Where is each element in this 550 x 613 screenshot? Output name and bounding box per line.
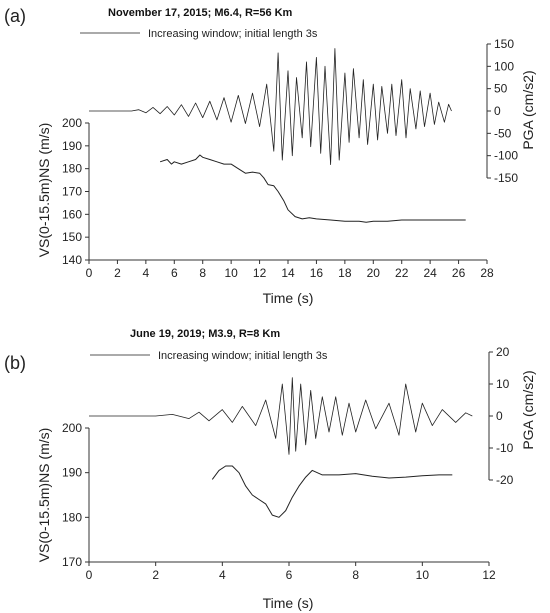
panel-b-xlabel: Time (s) (263, 595, 314, 611)
panel-b-x-tick-label: 6 (286, 568, 293, 582)
panel-b-axes: 0 2 4 6 8 10 12 170 180 190 200 -20 -10 0 10 20 (62, 345, 514, 582)
panel-a-x-tick-label: 6 (171, 266, 178, 280)
panel-a-label: (a) (4, 6, 26, 26)
panel-b-label: (b) (4, 353, 26, 373)
panel-b-right-tick-label: 20 (496, 345, 510, 359)
panel-a-ylabel-left: VS(0-15.5m)NS (m/s) (36, 123, 52, 258)
panel-b-legend-label: Increasing window; initial length 3s (158, 350, 328, 362)
panel-b-pga-series-line (89, 377, 473, 455)
panel-b-x-tick-label: 10 (416, 568, 430, 582)
panel-b-left-tick-label: 200 (62, 421, 82, 435)
panel-b-right-tick-label: -10 (496, 441, 514, 455)
panel-a-x-tick-label: 8 (199, 266, 206, 280)
panel-b-x-tick-label: 12 (482, 568, 496, 582)
panel-a-x-tick-label: 20 (367, 266, 381, 280)
panel-a-left-tick-label: 190 (62, 139, 82, 153)
panel-a-x-tick-label: 12 (253, 266, 267, 280)
panel-a-x-tick-label: 2 (114, 266, 121, 280)
panel-a-right-tick-label: -100 (494, 149, 518, 163)
panel-a-right-tick-label: -150 (494, 171, 518, 185)
panel-b-x-tick-label: 8 (352, 568, 359, 582)
panel-a-x-tick-label: 0 (86, 266, 93, 280)
panel-a-right-tick-label: 0 (494, 104, 501, 118)
panel-a-title: November 17, 2015; M6.4, R=56 Km (108, 7, 293, 19)
panel-a-left-tick-label: 140 (62, 253, 82, 267)
panel-a-right-tick-label: -50 (494, 126, 512, 140)
panel-b-ylabel-right: PGA (cm/s2) (520, 370, 536, 449)
panel-a-xlabel: Time (s) (263, 290, 314, 306)
panel-a-left-tick-label: 170 (62, 185, 82, 199)
panel-b-title: June 19, 2019; M3.9, R=8 Km (130, 328, 280, 340)
panel-b-right-tick-label: -20 (496, 473, 514, 487)
panel-b-left-tick-label: 190 (62, 466, 82, 480)
panel-a-left-tick-label: 180 (62, 162, 82, 176)
panel-b-right-tick-label: 0 (496, 409, 503, 423)
panel-a-x-tick-label: 26 (452, 266, 466, 280)
panel-a-x-tick-label: 24 (423, 266, 437, 280)
panel-a-x-tick-label: 28 (480, 266, 494, 280)
panel-a-axes: 0 2 4 6 8 10 12 14 16 18 20 22 24 26 28140150160170180… (62, 37, 518, 280)
panel-a-vs-series-line (159, 154, 466, 223)
panel-a-legend-label: Increasing window; initial length 3s (148, 28, 318, 40)
panel-a-left-tick-label: 200 (62, 116, 82, 130)
panel-b-vs-series-line (211, 465, 453, 518)
panel-a-left-tick-label: 150 (62, 230, 82, 244)
panel-a-x-tick-label: 18 (338, 266, 352, 280)
panel-a-x-tick-label: 22 (395, 266, 409, 280)
panel-a-plot-area (89, 48, 466, 223)
panel-b-ylabel-left: VS(0-15.5m)NS (m/s) (36, 428, 52, 563)
panel-b-x-tick-label: 2 (152, 568, 159, 582)
panel-a-left-tick-label: 160 (62, 207, 82, 221)
panel-a: (a) November 17, 2015; M6.4, R=56 Km Inc… (4, 6, 536, 306)
panel-b: (b) June 19, 2019; M3.9, R=8 Km Increasi… (4, 328, 536, 611)
panel-a-ylabel-right: PGA (cm/s2) (520, 70, 536, 149)
panel-a-right-tick-label: 100 (494, 59, 514, 73)
panel-a-x-tick-label: 14 (281, 266, 295, 280)
panel-b-right-tick-label: 10 (496, 377, 510, 391)
panel-a-x-tick-label: 16 (310, 266, 324, 280)
panel-b-x-tick-label: 4 (219, 568, 226, 582)
panel-b-x-tick-label: 0 (86, 568, 93, 582)
panel-a-pga-series-line (89, 48, 452, 166)
panel-a-right-tick-label: 150 (494, 37, 514, 51)
panel-a-x-tick-label: 10 (224, 266, 238, 280)
panel-b-plot-area (89, 377, 473, 518)
panel-b-left-tick-label: 180 (62, 510, 82, 524)
panel-a-x-tick-label: 4 (143, 266, 150, 280)
panel-a-right-tick-label: 50 (494, 82, 508, 96)
panel-b-left-tick-label: 170 (62, 555, 82, 569)
